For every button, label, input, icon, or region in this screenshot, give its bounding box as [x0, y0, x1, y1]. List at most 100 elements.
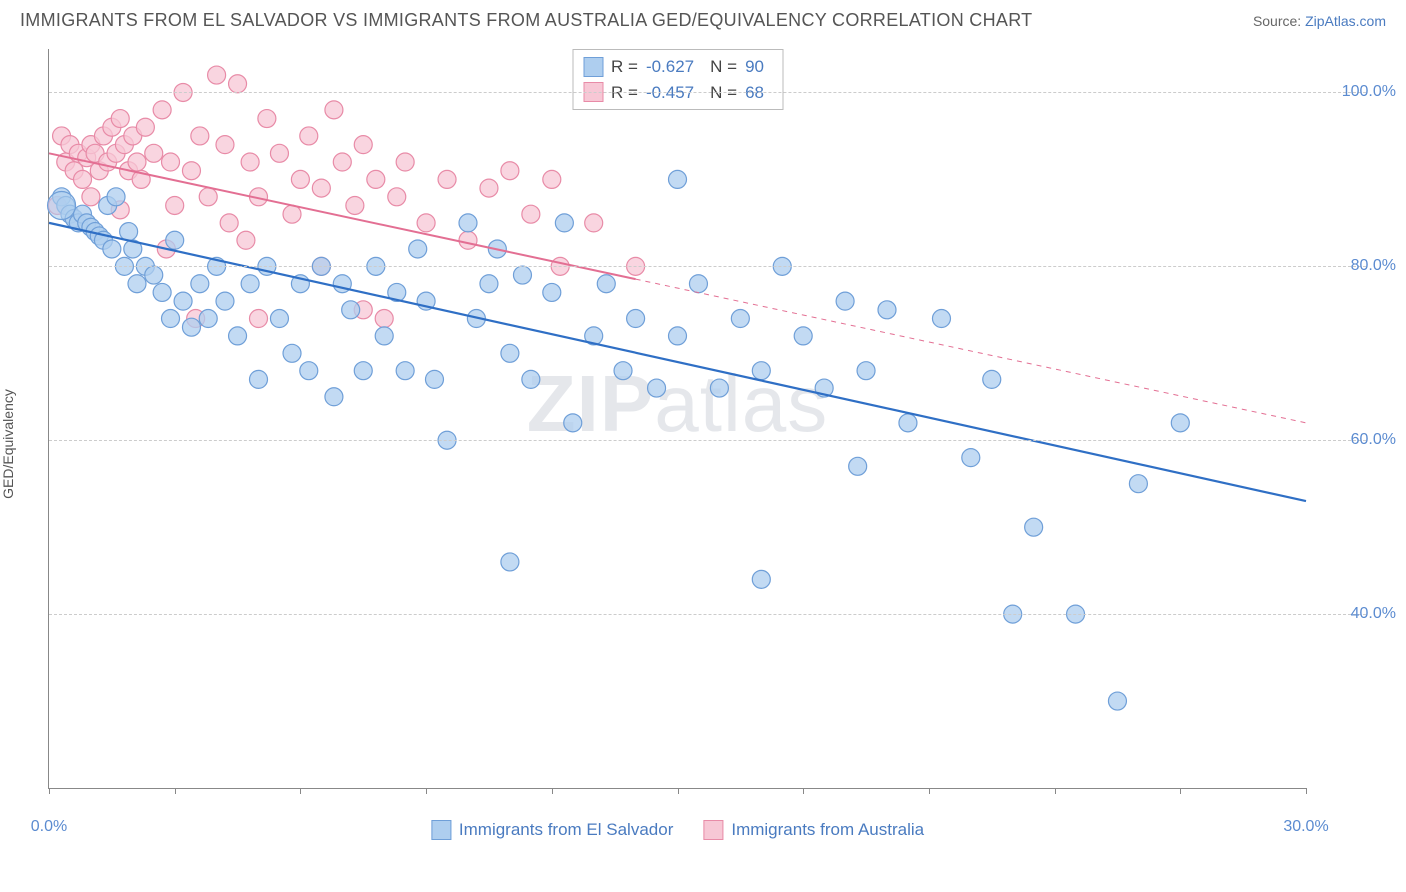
data-point	[501, 553, 519, 571]
data-point	[555, 214, 573, 232]
data-point	[120, 223, 138, 241]
data-point	[513, 266, 531, 284]
data-point	[480, 179, 498, 197]
data-point	[354, 136, 372, 154]
plot-area: ZIPatlas R = -0.627 N = 90 R = -0.457 N …	[48, 49, 1306, 789]
legend-item-0: Immigrants from El Salvador	[431, 820, 673, 840]
data-point	[128, 153, 146, 171]
data-point	[614, 362, 632, 380]
data-point	[409, 240, 427, 258]
data-point	[283, 344, 301, 362]
data-point	[342, 301, 360, 319]
data-point	[480, 275, 498, 293]
data-point	[82, 188, 100, 206]
data-point	[962, 449, 980, 467]
data-point	[220, 214, 238, 232]
data-point	[153, 283, 171, 301]
legend-item-1: Immigrants from Australia	[703, 820, 924, 840]
y-tick-label: 80.0%	[1351, 257, 1396, 275]
data-point	[312, 179, 330, 197]
data-point	[522, 370, 540, 388]
source-link[interactable]: ZipAtlas.com	[1305, 13, 1386, 29]
data-point	[857, 362, 875, 380]
y-tick-label: 100.0%	[1342, 83, 1396, 101]
data-point	[250, 370, 268, 388]
data-point	[375, 327, 393, 345]
source-prefix: Source:	[1253, 13, 1305, 29]
stats-legend: R = -0.627 N = 90 R = -0.457 N = 68	[572, 49, 783, 110]
data-point	[752, 570, 770, 588]
data-point	[300, 127, 318, 145]
data-point	[849, 457, 867, 475]
data-point	[145, 266, 163, 284]
data-point	[752, 362, 770, 380]
data-point	[543, 283, 561, 301]
data-point	[627, 310, 645, 328]
data-point	[710, 379, 728, 397]
data-point	[669, 327, 687, 345]
data-point	[367, 170, 385, 188]
data-point	[501, 162, 519, 180]
data-point	[1025, 518, 1043, 536]
data-point	[438, 170, 456, 188]
data-point	[794, 327, 812, 345]
data-point	[648, 379, 666, 397]
data-point	[354, 362, 372, 380]
legend-label-0: Immigrants from El Salvador	[459, 820, 673, 840]
data-point	[689, 275, 707, 293]
r-label: R =	[611, 54, 638, 80]
data-point	[250, 310, 268, 328]
data-point	[417, 214, 435, 232]
data-point	[128, 275, 146, 293]
y-tick-label: 40.0%	[1351, 605, 1396, 623]
x-tick-label: 30.0%	[1283, 818, 1328, 836]
y-tick-label: 60.0%	[1351, 431, 1396, 449]
data-point	[522, 205, 540, 223]
data-point	[283, 205, 301, 223]
data-point	[162, 310, 180, 328]
data-point	[153, 101, 171, 119]
data-point	[145, 144, 163, 162]
swatch-series-0	[431, 820, 451, 840]
data-point	[878, 301, 896, 319]
data-point	[333, 153, 351, 171]
swatch-series-0	[583, 57, 603, 77]
data-point	[174, 292, 192, 310]
data-point	[199, 310, 217, 328]
data-point	[199, 188, 217, 206]
data-point	[166, 231, 184, 249]
y-axis-label: GED/Equivalency	[0, 389, 16, 499]
data-point	[932, 310, 950, 328]
data-point	[1108, 692, 1126, 710]
data-point	[48, 191, 76, 219]
data-point	[111, 110, 129, 128]
data-point	[459, 231, 477, 249]
data-point	[216, 136, 234, 154]
data-point	[182, 162, 200, 180]
trend-line	[49, 223, 1306, 501]
data-point	[300, 362, 318, 380]
data-point	[501, 344, 519, 362]
data-point	[136, 118, 154, 136]
data-point	[107, 188, 125, 206]
data-point	[162, 153, 180, 171]
source-attribution: Source: ZipAtlas.com	[1253, 13, 1386, 29]
data-point	[669, 170, 687, 188]
data-point	[270, 144, 288, 162]
n-label: N =	[710, 54, 737, 80]
data-point	[258, 110, 276, 128]
data-point	[325, 388, 343, 406]
data-point	[216, 292, 234, 310]
data-point	[983, 370, 1001, 388]
data-point	[1129, 475, 1147, 493]
legend-label-1: Immigrants from Australia	[731, 820, 924, 840]
data-point	[585, 214, 603, 232]
r-value-0: -0.627	[646, 54, 694, 80]
data-point	[425, 370, 443, 388]
data-point	[270, 310, 288, 328]
data-point	[388, 188, 406, 206]
x-tick-label: 0.0%	[31, 818, 67, 836]
data-point	[396, 362, 414, 380]
data-point	[836, 292, 854, 310]
bottom-legend: Immigrants from El Salvador Immigrants f…	[431, 820, 924, 840]
